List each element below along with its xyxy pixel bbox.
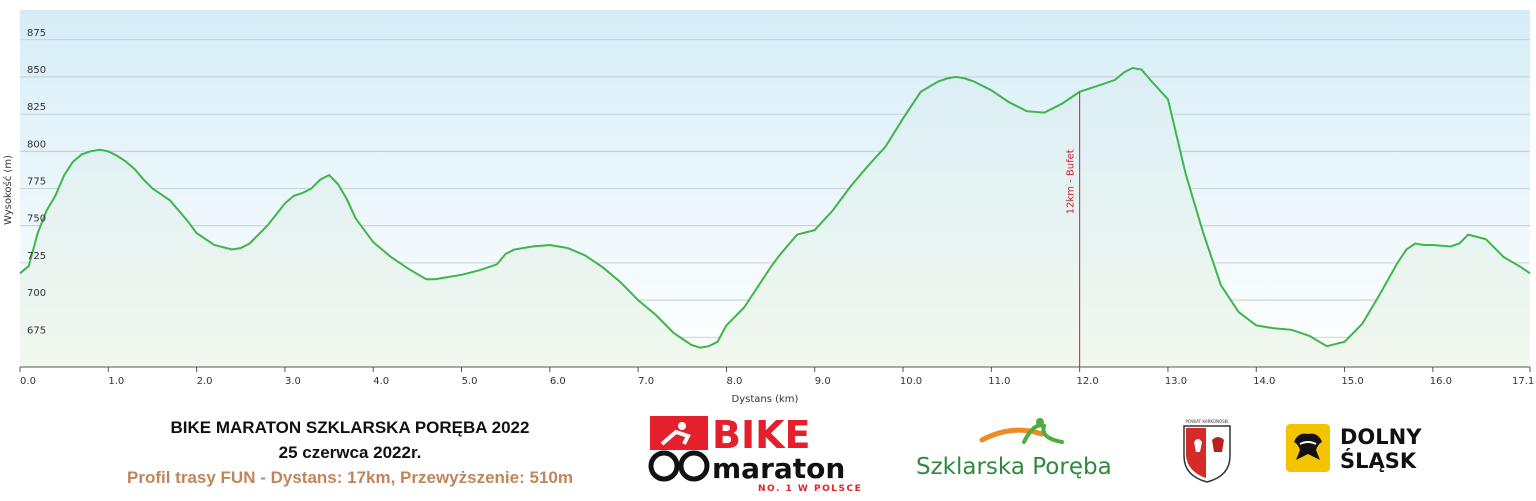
annotation-label: 12km - Bufet bbox=[1066, 149, 1077, 214]
x-tick-label: 6.0 bbox=[550, 376, 566, 387]
bike-maraton-logo: BIKE maraton NO. 1 W POLSCE bbox=[648, 414, 862, 494]
city-name: Szklarska Poręba bbox=[916, 454, 1112, 480]
y-tick-label: 800 bbox=[27, 139, 46, 150]
y-axis: 675 700 725 750 775 800 825 850 875 bbox=[27, 28, 46, 337]
x-tick-label: 17.1 bbox=[1512, 376, 1534, 387]
elevation-line bbox=[19, 66, 1531, 349]
y-tick-label: 700 bbox=[27, 288, 46, 299]
elevation-area bbox=[20, 68, 1530, 367]
y-tick-label: 850 bbox=[27, 65, 46, 76]
event-date: 25 czerwca 2022r. bbox=[278, 443, 422, 462]
powiat-caption: POWIAT KARKONOSKI bbox=[1186, 419, 1229, 424]
y-tick-label: 775 bbox=[27, 177, 46, 188]
x-axis: 0.0 1.0 2.0 3.0 4.0 5.0 6.0 7.0 8.0 9.0 10.0 11.0 12… bbox=[19, 367, 1534, 387]
maraton-word: maraton bbox=[712, 452, 845, 485]
route-profile-subtitle: Profil trasy FUN - Dystans: 17km, Przewy… bbox=[127, 468, 573, 487]
x-tick-label: 0.0 bbox=[20, 376, 36, 387]
region-line1: DOLNY bbox=[1340, 425, 1422, 449]
x-tick-label: 1.0 bbox=[108, 376, 124, 387]
elevation-chart: 12km - Bufet 675 700 725 750 775 800 825 850 875… bbox=[2, 10, 1534, 405]
x-tick-label: 12.0 bbox=[1077, 376, 1099, 387]
powiat-coat-of-arms: POWIAT KARKONOSKI bbox=[1183, 419, 1231, 483]
x-tick-label: 4.0 bbox=[373, 376, 389, 387]
x-tick-label: 9.0 bbox=[815, 376, 831, 387]
x-tick-label: 5.0 bbox=[462, 376, 478, 387]
dolny-slask-logo: DOLNY ŚLĄSK bbox=[1286, 424, 1422, 473]
x-tick-label: 3.0 bbox=[285, 376, 301, 387]
region-line2: ŚLĄSK bbox=[1340, 448, 1417, 473]
szklarska-poreba-logo: Szklarska Poręba bbox=[916, 418, 1112, 480]
x-tick-label: 16.0 bbox=[1430, 376, 1452, 387]
x-axis-title: Dystans (km) bbox=[732, 394, 799, 405]
x-tick-label: 13.0 bbox=[1165, 376, 1187, 387]
x-tick-label: 15.0 bbox=[1341, 376, 1363, 387]
y-tick-label: 875 bbox=[27, 28, 46, 39]
x-tick-label: 11.0 bbox=[988, 376, 1010, 387]
x-tick-label: 8.0 bbox=[726, 376, 742, 387]
y-tick-label: 675 bbox=[27, 325, 46, 336]
x-tick-label: 10.0 bbox=[900, 376, 922, 387]
y-tick-label: 750 bbox=[27, 214, 46, 225]
y-tick-label: 825 bbox=[27, 102, 46, 113]
bike-tagline: NO. 1 W POLSCE bbox=[758, 484, 862, 494]
bike-word: BIKE bbox=[712, 414, 811, 457]
x-tick-label: 7.0 bbox=[638, 376, 654, 387]
event-title: BIKE MARATON SZKLARSKA PORĘBA 2022 bbox=[170, 418, 530, 437]
x-tick-label: 14.0 bbox=[1253, 376, 1275, 387]
x-tick-label: 2.0 bbox=[197, 376, 213, 387]
y-tick-label: 725 bbox=[27, 251, 46, 262]
y-axis-title: Wysokość (m) bbox=[2, 155, 14, 225]
